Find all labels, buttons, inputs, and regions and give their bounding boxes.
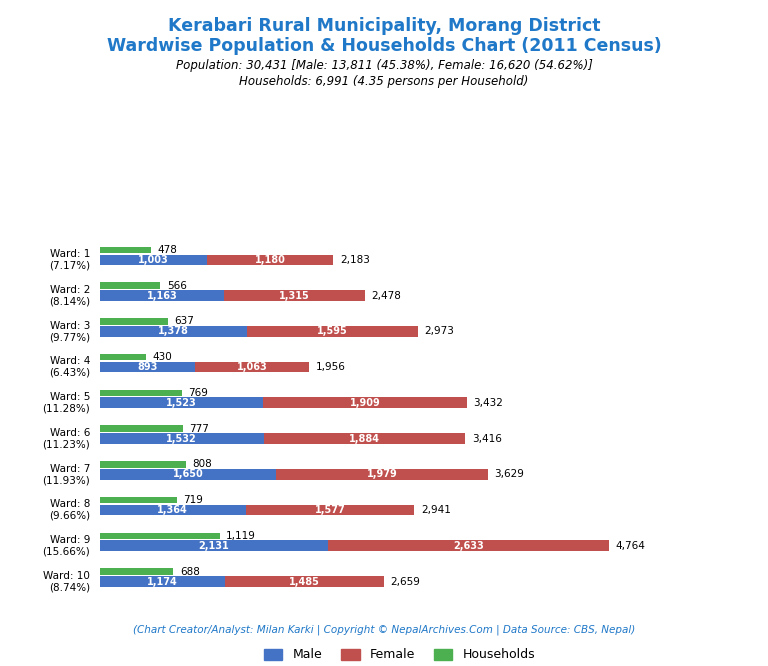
Bar <box>100 576 226 587</box>
Legend: Male, Female, Households: Male, Female, Households <box>259 643 540 666</box>
Bar <box>100 533 220 539</box>
Text: 2,131: 2,131 <box>198 541 229 551</box>
Bar <box>100 497 177 503</box>
Text: 1,650: 1,650 <box>173 470 204 480</box>
Bar <box>328 540 610 551</box>
Text: 777: 777 <box>190 424 209 434</box>
Text: 1,884: 1,884 <box>349 434 380 444</box>
Text: 2,941: 2,941 <box>421 505 451 515</box>
Text: Population: 30,431 [Male: 13,811 (45.38%), Female: 16,620 (54.62%)]: Population: 30,431 [Male: 13,811 (45.38%… <box>176 59 592 72</box>
Bar <box>100 282 161 289</box>
Bar <box>100 505 246 515</box>
Text: 1,532: 1,532 <box>167 434 197 444</box>
Text: 3,432: 3,432 <box>473 398 503 408</box>
Text: 1,523: 1,523 <box>166 398 197 408</box>
Bar <box>100 433 263 444</box>
Bar <box>100 540 328 551</box>
Text: 2,659: 2,659 <box>391 577 421 587</box>
Text: 808: 808 <box>193 460 213 470</box>
Text: 1,979: 1,979 <box>367 470 398 480</box>
Text: 1,909: 1,909 <box>349 398 380 408</box>
Text: 1,595: 1,595 <box>317 326 348 336</box>
Text: (Chart Creator/Analyst: Milan Karki | Copyright © NepalArchives.Com | Data Sourc: (Chart Creator/Analyst: Milan Karki | Co… <box>133 624 635 635</box>
Text: 1,315: 1,315 <box>280 290 310 300</box>
Text: 2,633: 2,633 <box>453 541 484 551</box>
Text: 478: 478 <box>157 245 177 255</box>
Text: 2,478: 2,478 <box>372 290 401 300</box>
Text: 1,577: 1,577 <box>315 505 346 515</box>
Text: 1,378: 1,378 <box>158 326 189 336</box>
Text: Households: 6,991 (4.35 persons per Household): Households: 6,991 (4.35 persons per Hous… <box>240 75 528 88</box>
Text: 2,973: 2,973 <box>424 326 454 336</box>
Bar <box>224 290 365 301</box>
Bar <box>100 469 276 480</box>
Text: 430: 430 <box>152 352 172 362</box>
Text: 2,183: 2,183 <box>339 255 369 265</box>
Text: 719: 719 <box>184 495 203 505</box>
Text: Kerabari Rural Municipality, Morang District: Kerabari Rural Municipality, Morang Dist… <box>167 17 601 35</box>
Text: 566: 566 <box>167 280 187 290</box>
Bar <box>276 469 488 480</box>
Bar <box>100 290 224 301</box>
Text: 769: 769 <box>188 388 208 398</box>
Text: 4,764: 4,764 <box>616 541 646 551</box>
Text: 1,956: 1,956 <box>316 362 346 372</box>
Bar <box>195 362 309 372</box>
Text: 688: 688 <box>180 567 200 577</box>
Text: 1,364: 1,364 <box>157 505 188 515</box>
Bar <box>100 326 247 337</box>
Bar <box>247 326 418 337</box>
Bar <box>263 433 465 444</box>
Bar <box>100 461 187 468</box>
Text: Wardwise Population & Households Chart (2011 Census): Wardwise Population & Households Chart (… <box>107 37 661 55</box>
Text: 893: 893 <box>137 362 157 372</box>
Text: 3,416: 3,416 <box>472 434 502 444</box>
Bar <box>226 576 384 587</box>
Text: 637: 637 <box>174 316 194 326</box>
Bar <box>100 398 263 408</box>
Text: 1,119: 1,119 <box>226 531 256 541</box>
Bar <box>100 390 182 396</box>
Bar <box>100 246 151 253</box>
Bar <box>100 354 146 360</box>
Bar <box>100 568 174 575</box>
Text: 1,174: 1,174 <box>147 577 178 587</box>
Bar <box>100 426 183 432</box>
Bar <box>100 318 168 324</box>
Bar <box>246 505 415 515</box>
Bar <box>207 254 333 265</box>
Text: 1,063: 1,063 <box>237 362 267 372</box>
Bar <box>100 362 195 372</box>
Text: 1,485: 1,485 <box>290 577 320 587</box>
Bar <box>100 254 207 265</box>
Text: 1,003: 1,003 <box>138 255 169 265</box>
Text: 1,163: 1,163 <box>147 290 177 300</box>
Bar <box>263 398 467 408</box>
Text: 3,629: 3,629 <box>495 470 525 480</box>
Text: 1,180: 1,180 <box>255 255 286 265</box>
